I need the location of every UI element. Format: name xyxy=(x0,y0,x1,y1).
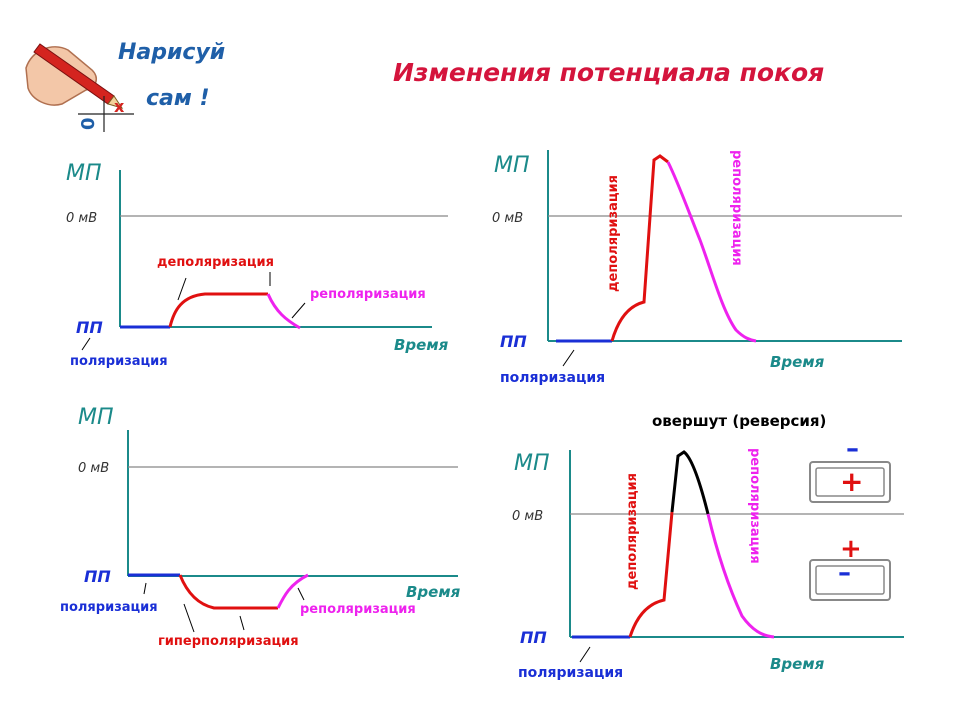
rest-label: ПП xyxy=(500,332,527,351)
outer-charge-bottom: + xyxy=(840,534,862,564)
time-label: Время xyxy=(770,655,825,673)
depolarization-label: деполяризация xyxy=(157,255,274,270)
polarization-label: поляризация xyxy=(70,354,168,369)
zero-label: 0 мВ xyxy=(66,211,97,226)
rest-label: ПП xyxy=(76,318,103,337)
logo-line-1: Нарисуй xyxy=(118,40,226,65)
hyperpolarization-curve xyxy=(178,574,278,610)
time-label: Время xyxy=(770,353,825,371)
repolarization-label: реполяризация xyxy=(747,448,762,564)
depolarization-curve xyxy=(628,511,674,638)
page-title: Изменения потенциала покоя xyxy=(393,58,825,87)
repolarization-curve xyxy=(276,573,309,609)
depolarization-curve xyxy=(168,292,268,328)
membrane-box-top: – + xyxy=(809,434,891,503)
polarization-label: поляризация xyxy=(518,665,623,681)
repolarization-curve xyxy=(666,161,757,343)
repolarization-label: реполяризация xyxy=(300,602,416,617)
depolarization-curve xyxy=(610,154,669,342)
zero-label: 0 мВ xyxy=(78,461,109,476)
hand-pencil-icon: 0 x xyxy=(25,43,134,132)
polarization-label: поляризация xyxy=(60,600,158,615)
y-axis-label: МП xyxy=(514,451,550,476)
y-axis-label: МП xyxy=(494,153,530,178)
repolarization-curve xyxy=(266,293,301,330)
outer-charge-top: – xyxy=(846,434,859,464)
overshoot-curve xyxy=(670,450,710,515)
inner-charge-top: + xyxy=(840,465,863,498)
panel-hyperpolarization: МП 0 мВ ПП Время поляризация гиперполяри… xyxy=(60,405,461,649)
rest-label: ПП xyxy=(520,628,547,647)
panel-action-potential: МП 0 мВ ПП Время деполяризация реполяриз… xyxy=(492,150,902,386)
draw-yourself-logo: 0 x Нарисуй сам ! xyxy=(22,30,232,140)
time-label: Время xyxy=(406,583,461,601)
overshoot-label: овершут (реверсия) xyxy=(652,412,826,430)
y-axis-label: МП xyxy=(78,405,114,430)
panel-overshoot: овершут (реверсия) МП 0 мВ ПП Время депо… xyxy=(512,412,904,681)
svg-text:x: x xyxy=(114,97,125,116)
logo-line-2: сам ! xyxy=(146,86,210,111)
rest-label: ПП xyxy=(84,567,111,586)
repolarization-curve xyxy=(706,513,775,639)
depolarization-label: деполяризация xyxy=(606,175,621,292)
polarization-label: поляризация xyxy=(500,370,605,386)
zero-label: 0 мВ xyxy=(512,509,543,524)
repolarization-label: реполяризация xyxy=(729,150,744,266)
inner-charge-bottom: – xyxy=(838,558,851,588)
time-label: Время xyxy=(394,336,449,354)
repolarization-label: реполяризация xyxy=(310,287,426,302)
svg-text:0: 0 xyxy=(78,117,99,130)
hyperpolarization-label: гиперполяризация xyxy=(158,634,299,649)
membrane-box-bottom: + – xyxy=(809,534,891,601)
depolarization-label: деполяризация xyxy=(625,473,640,590)
panel-depolarization-subthreshold: МП 0 мВ ПП Время деполяризация реполяриз… xyxy=(66,161,449,369)
zero-label: 0 мВ xyxy=(492,211,523,226)
y-axis-label: МП xyxy=(66,161,102,186)
